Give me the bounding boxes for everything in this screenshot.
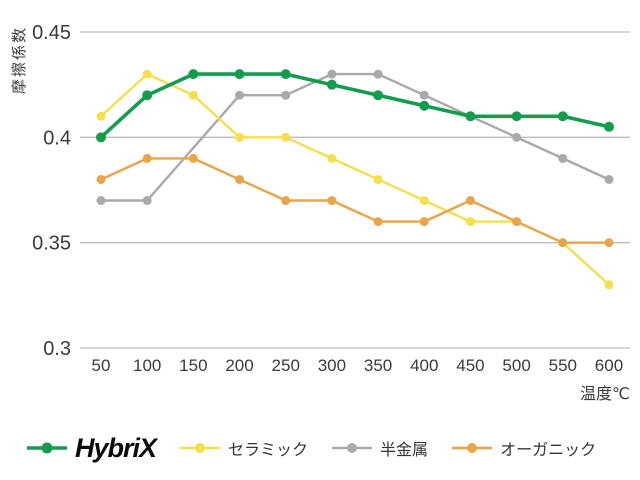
series-point-セラミック: [465, 217, 475, 227]
series-point-セラミック: [188, 90, 198, 100]
series-point-半金属: [373, 69, 383, 79]
series-point-オーガニック: [512, 217, 522, 227]
x-tick-label: 600: [595, 356, 623, 375]
series-point-HybriX: [465, 111, 476, 122]
series-point-HybriX: [511, 111, 522, 122]
series-point-オーガニック: [419, 217, 429, 227]
y-tick-label: 0.35: [32, 233, 71, 255]
series-point-半金属: [235, 90, 245, 100]
series-point-半金属: [281, 90, 291, 100]
series-point-HybriX: [234, 69, 245, 80]
legend-label: 半金属: [380, 442, 429, 459]
y-tick-label: 0.4: [43, 127, 71, 149]
legend-label: セラミック: [228, 442, 309, 459]
series-point-HybriX: [96, 132, 106, 143]
y-axis-title: 摩擦係数: [11, 26, 28, 95]
x-tick-label: 350: [364, 356, 392, 375]
series-point-HybriX: [603, 121, 614, 132]
series-point-オーガニック: [235, 174, 245, 184]
x-tick-label: 150: [179, 356, 207, 375]
series-point-HybriX: [326, 79, 337, 90]
series-point-セラミック: [419, 196, 429, 206]
series-line-HybriX: [99, 72, 611, 140]
legend-marker-icon: [332, 443, 373, 453]
series-point-HybriX: [142, 90, 153, 101]
series-point-セラミック: [235, 132, 245, 142]
series-point-半金属: [142, 196, 152, 206]
series-point-半金属: [512, 132, 522, 142]
series-point-オーガニック: [604, 238, 614, 248]
legend-marker-icon: [452, 443, 493, 453]
legend-label: オーガニック: [500, 442, 597, 459]
series-line-オーガニック: [99, 157, 611, 244]
series-point-HybriX: [419, 100, 430, 111]
series-point-HybriX: [557, 111, 568, 122]
legend-item-半金属: 半金属: [332, 436, 428, 460]
series-point-半金属: [327, 69, 337, 79]
series-point-HybriX: [188, 69, 199, 80]
legend-item-オーガニック: オーガニック: [452, 436, 596, 460]
series-point-半金属: [558, 153, 568, 163]
series-point-オーガニック: [281, 196, 291, 206]
x-tick-label: 300: [318, 356, 346, 375]
series-point-セラミック: [96, 111, 106, 121]
y-tick-label: 0.45: [32, 22, 71, 44]
series-point-HybriX: [373, 90, 384, 101]
series-point-HybriX: [280, 69, 291, 80]
legend-marker-icon: [180, 443, 221, 453]
series-point-オーガニック: [327, 196, 337, 206]
chart-legend: HybriX セラミック 半金属 オーガニック: [27, 430, 596, 466]
x-tick-label: 450: [456, 356, 484, 375]
series-point-半金属: [419, 90, 429, 100]
x-axis-title: 温度℃: [580, 386, 630, 403]
x-tick-label: 50: [92, 356, 111, 375]
x-tick-label: 500: [502, 356, 530, 375]
series-point-オーガニック: [373, 217, 383, 227]
x-tick-label: 200: [225, 356, 253, 375]
series-point-オーガニック: [465, 196, 475, 206]
y-tick-label: 0.3: [43, 338, 71, 360]
series-point-オーガニック: [188, 153, 198, 163]
legend-marker-icon: [27, 442, 67, 454]
legend-label: HybriX: [75, 432, 157, 463]
line-chart-plot-area: 0.45 0.4 0.35 0.3 50 100 150 200 250 300 350 400 450…: [32, 22, 630, 375]
series-point-セラミック: [604, 280, 614, 290]
series-point-オーガニック: [142, 153, 152, 163]
x-tick-label: 550: [549, 356, 577, 375]
series-line-セラミック: [99, 72, 611, 286]
legend-item-セラミック: セラミック: [180, 436, 308, 460]
series-point-半金属: [604, 174, 614, 184]
x-tick-label: 400: [410, 356, 438, 375]
legend-item-HybriX: HybriX: [27, 432, 157, 464]
series-point-オーガニック: [558, 238, 568, 248]
x-tick-label: 250: [272, 356, 300, 375]
series-point-オーガニック: [96, 174, 106, 184]
x-tick-label: 100: [133, 356, 161, 375]
series-point-セラミック: [142, 69, 152, 79]
series-point-セラミック: [281, 132, 291, 142]
series-point-セラミック: [327, 153, 337, 163]
series-point-半金属: [96, 196, 106, 206]
series-point-セラミック: [373, 174, 383, 184]
